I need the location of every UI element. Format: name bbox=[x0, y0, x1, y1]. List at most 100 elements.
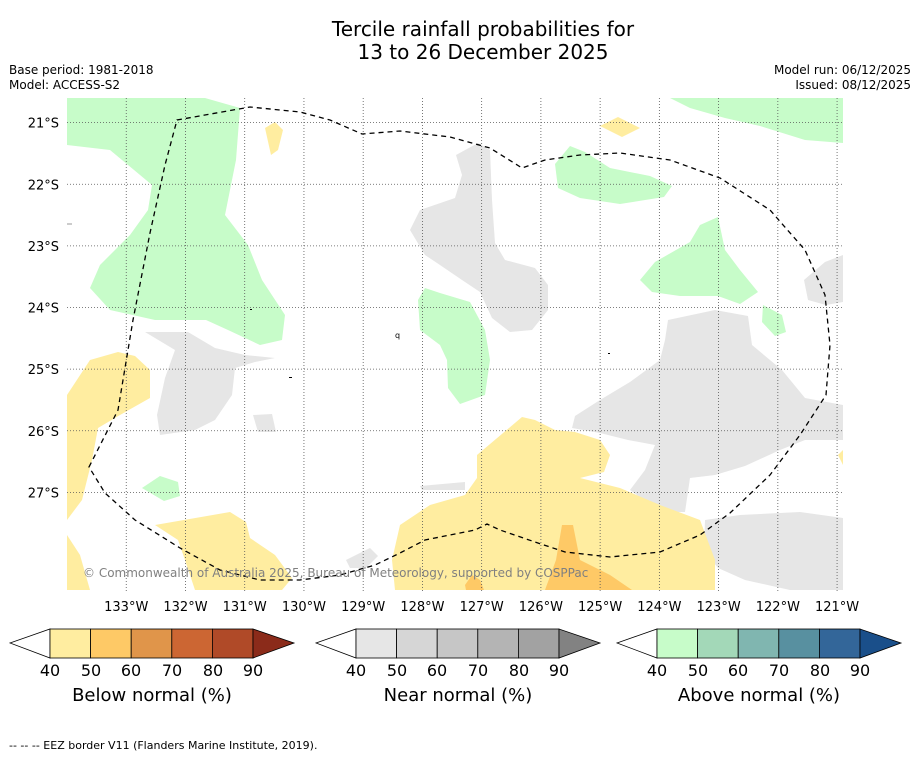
colorbar-segment bbox=[171, 628, 213, 659]
below-normal-region-southwest-edge bbox=[67, 535, 90, 590]
lat-label: 25°S bbox=[28, 363, 59, 378]
near-tick-80: 80 bbox=[508, 661, 530, 680]
colorbar-segment bbox=[396, 628, 438, 659]
colorbar-segment bbox=[697, 628, 739, 659]
small-mark-4 bbox=[250, 309, 252, 310]
colorbar-segment bbox=[517, 628, 560, 659]
above-tick-90: 90 bbox=[849, 661, 871, 680]
colorbar-near-normal: 40 50 60 70 80 90 Near normal (%) bbox=[315, 627, 615, 727]
eez-border-line bbox=[88, 106, 831, 581]
rainfall-map: q © Commonwealth of Australia 2025, Bure… bbox=[28, 98, 859, 615]
below-normal-region-south-west bbox=[155, 512, 292, 590]
below-tick-40: 40 bbox=[39, 661, 61, 680]
copyright-text: © Commonwealth of Australia 2025, Bureau… bbox=[83, 566, 588, 580]
colorbar-segment bbox=[49, 628, 91, 659]
near-normal-region-south bbox=[346, 548, 378, 568]
lat-label: 23°S bbox=[28, 240, 59, 255]
lon-label: 127°W bbox=[460, 600, 504, 615]
colorbar-below-normal-scale bbox=[9, 628, 296, 659]
lon-label: 124°W bbox=[637, 600, 681, 615]
near-normal-region-east-edge bbox=[804, 255, 843, 305]
lon-label: 126°W bbox=[519, 600, 563, 615]
colorbar-segment bbox=[477, 628, 519, 659]
below-tick-70: 70 bbox=[161, 661, 183, 680]
colorbar-near-normal-scale bbox=[315, 628, 602, 659]
probability-regions bbox=[67, 98, 843, 590]
above-tick-40: 40 bbox=[646, 661, 668, 680]
above-normal-region-east bbox=[640, 217, 758, 304]
colorbar-segment bbox=[737, 628, 780, 659]
small-mark-3 bbox=[289, 377, 292, 378]
near-tick-40: 40 bbox=[345, 661, 367, 680]
colorbar-near-normal-label: Near normal (%) bbox=[383, 685, 533, 706]
colorbar-above-normal-scale bbox=[616, 628, 903, 659]
lat-label: 21°S bbox=[28, 117, 59, 132]
model-run-text: Model run: 06/12/2025 bbox=[773, 63, 911, 77]
near-tick-70: 70 bbox=[467, 661, 489, 680]
near-normal-region-west-small bbox=[253, 414, 276, 432]
above-normal-region-west bbox=[67, 98, 285, 345]
model-name-text: Model: ACCESS-S2 bbox=[9, 78, 121, 92]
below-normal-region-west bbox=[67, 352, 150, 520]
colorbar-above-normal-label: Above normal (%) bbox=[677, 685, 841, 706]
lon-label: 125°W bbox=[578, 600, 622, 615]
near-tick-60: 60 bbox=[426, 661, 448, 680]
lon-label: 129°W bbox=[341, 600, 385, 615]
colorbar-above-normal: 40 50 60 70 80 90 Above normal (%) bbox=[616, 627, 916, 727]
lon-label: 131°W bbox=[223, 600, 267, 615]
latitude-labels: 21°S 22°S 23°S 24°S 25°S 26°S 27°S bbox=[28, 117, 59, 502]
model-info-right: Model run: 06/12/2025 Issued: 08/12/2025 bbox=[774, 63, 911, 93]
above-normal-region-far-east bbox=[762, 305, 786, 336]
below-tick-50: 50 bbox=[80, 661, 102, 680]
colorbar-segment bbox=[656, 628, 698, 659]
below-normal-region-east-edge bbox=[838, 450, 843, 465]
colorbar-segment bbox=[818, 628, 861, 659]
model-info-left: Base period: 1981-2018 Model: ACCESS-S2 bbox=[9, 63, 154, 93]
colorbar-max-triangle bbox=[252, 628, 296, 659]
issued-text: Issued: 08/12/2025 bbox=[795, 78, 911, 92]
base-period-text: Base period: 1981-2018 bbox=[9, 63, 154, 77]
colorbar-segment bbox=[90, 628, 132, 659]
lon-label: 128°W bbox=[400, 600, 444, 615]
lat-label: 26°S bbox=[28, 425, 59, 440]
above-normal-region-north-central bbox=[555, 146, 672, 204]
lon-label: 123°W bbox=[697, 600, 741, 615]
above-normal-region-southwest bbox=[142, 476, 180, 501]
colorbar-segment bbox=[130, 628, 173, 659]
small-mark-2 bbox=[608, 353, 610, 354]
map-gridlines bbox=[67, 98, 843, 591]
above-normal-region-northeast bbox=[670, 98, 843, 143]
above-normal-region-central bbox=[418, 288, 490, 404]
colorbar-max-triangle bbox=[859, 628, 903, 659]
colorbar-segment bbox=[436, 628, 479, 659]
colorbar-max-triangle bbox=[558, 628, 602, 659]
lon-label: 130°W bbox=[282, 600, 326, 615]
above-tick-60: 60 bbox=[727, 661, 749, 680]
near-normal-region-east bbox=[572, 310, 843, 512]
title-line-1: Tercile rainfall probabilities for bbox=[331, 17, 635, 41]
lat-label: 27°S bbox=[28, 486, 59, 501]
small-mark-5 bbox=[67, 223, 72, 225]
lon-label: 132°W bbox=[163, 600, 207, 615]
below-normal-region-north bbox=[265, 122, 283, 155]
lon-label: 121°W bbox=[815, 600, 859, 615]
longitude-labels: 133°W 132°W 131°W 130°W 129°W 128°W 127°W 126°W… bbox=[104, 600, 859, 615]
colorbar-below-normal: 40 50 60 70 80 90 Below normal (%) bbox=[9, 627, 309, 727]
below-tick-80: 80 bbox=[202, 661, 224, 680]
colorbar-segment bbox=[778, 628, 820, 659]
colorbar-segment bbox=[211, 628, 254, 659]
lat-label: 24°S bbox=[28, 302, 59, 317]
colorbar-min-triangle bbox=[9, 628, 51, 659]
below-normal-region-north-east bbox=[600, 117, 640, 137]
near-normal-region-south-small bbox=[420, 482, 465, 490]
above-tick-80: 80 bbox=[809, 661, 831, 680]
below-tick-60: 60 bbox=[120, 661, 142, 680]
lat-label: 22°S bbox=[28, 178, 59, 193]
near-normal-region-central bbox=[410, 143, 548, 332]
colorbar-below-normal-label: Below normal (%) bbox=[72, 685, 232, 706]
near-tick-90: 90 bbox=[548, 661, 570, 680]
colorbar-segment bbox=[355, 628, 397, 659]
near-tick-50: 50 bbox=[386, 661, 408, 680]
colorbar-min-triangle bbox=[315, 628, 357, 659]
lon-label: 133°W bbox=[104, 600, 148, 615]
